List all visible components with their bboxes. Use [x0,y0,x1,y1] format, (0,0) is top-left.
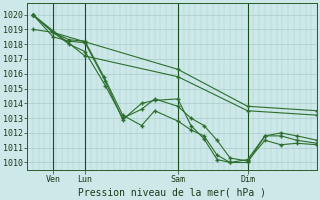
X-axis label: Pression niveau de la mer( hPa ): Pression niveau de la mer( hPa ) [78,187,266,197]
